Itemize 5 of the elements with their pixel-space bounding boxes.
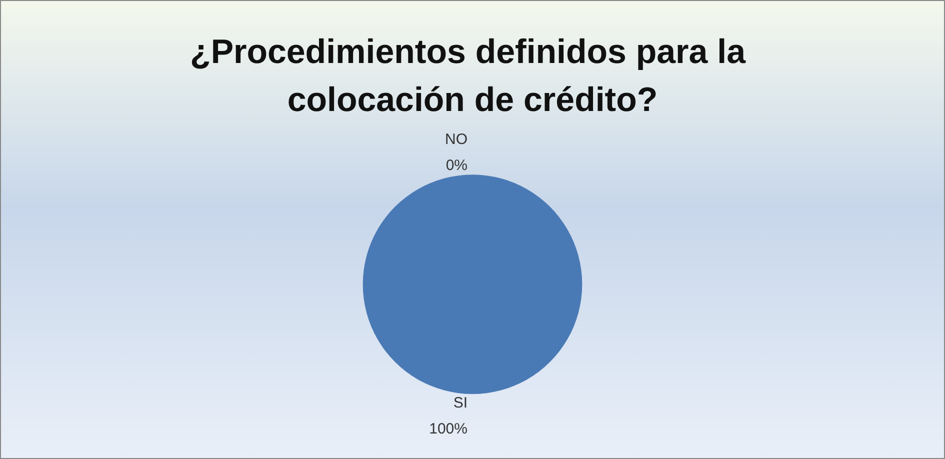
category-label: NO xyxy=(445,131,468,148)
slice-label: SI xyxy=(453,394,468,412)
data-label: 100% xyxy=(429,420,468,438)
text: 0% xyxy=(446,157,468,174)
chart-title: ¿Procedimientos definidos para la colocación de crédito? xyxy=(190,33,755,119)
